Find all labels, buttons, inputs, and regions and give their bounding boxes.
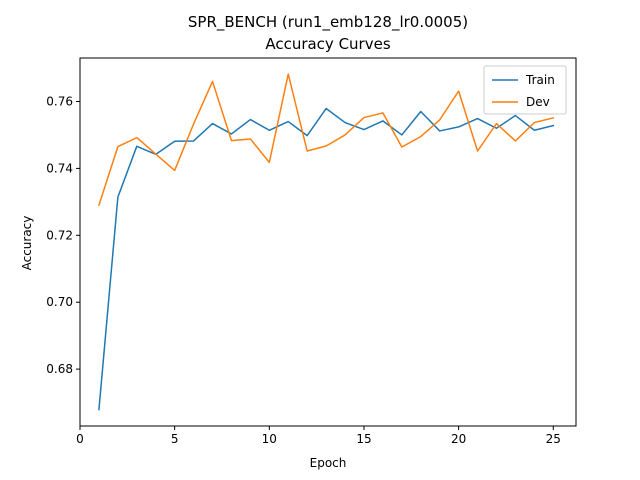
data-point-train: [438, 130, 440, 132]
y-tick-label: 0.76: [46, 94, 73, 108]
data-point-dev: [420, 135, 422, 137]
data-point-dev: [495, 122, 497, 124]
axes: 0 5 10 15 20 25 0.68 0.70 0.72 0.74 0.76: [46, 57, 577, 446]
data-point-dev: [382, 112, 384, 114]
data-point-train: [249, 118, 251, 120]
legend-label-dev: Dev: [526, 95, 550, 109]
data-point-dev: [514, 140, 516, 142]
data-point-train: [552, 124, 554, 126]
x-tick-label: 0: [76, 432, 84, 446]
data-point-train: [514, 114, 516, 116]
data-point-dev: [249, 138, 251, 140]
chart-title: SPR_BENCH (run1_emb128_lr0.0005): [188, 13, 468, 32]
x-tick-label: 15: [356, 432, 371, 446]
data-point-dev: [552, 117, 554, 119]
data-point-dev: [325, 145, 327, 147]
x-tick-label: 20: [451, 432, 466, 446]
data-point-dev: [344, 134, 346, 136]
data-point-train: [211, 122, 213, 124]
axes-frame: [79, 57, 577, 427]
data-point-dev: [401, 146, 403, 148]
data-point-dev: [457, 90, 459, 92]
data-point-train: [98, 408, 100, 410]
data-point-dev: [268, 161, 270, 163]
chart-subtitle: Accuracy Curves: [265, 35, 391, 53]
data-point-train: [363, 128, 365, 130]
data-point-train: [382, 120, 384, 122]
legend: Train Dev: [483, 65, 567, 115]
x-tick-label: 5: [171, 432, 179, 446]
data-point-dev: [155, 153, 157, 155]
x-tick-label: 10: [262, 432, 277, 446]
data-point-train: [230, 133, 232, 135]
data-point-dev: [230, 139, 232, 141]
data-point-train: [476, 117, 478, 119]
data-point-train: [117, 196, 119, 198]
data-point-dev: [533, 121, 535, 123]
data-point-dev: [117, 145, 119, 147]
data-point-dev: [363, 116, 365, 118]
data-point-train: [495, 127, 497, 129]
legend-label-train: Train: [525, 73, 555, 87]
x-tick-label: 25: [546, 432, 561, 446]
data-point-dev: [438, 119, 440, 121]
data-point-train: [268, 129, 270, 131]
data-point-train: [136, 145, 138, 147]
data-point-dev: [98, 204, 100, 206]
data-point-dev: [211, 80, 213, 82]
data-point-dev: [192, 123, 194, 125]
data-point-train: [420, 110, 422, 112]
series-line-dev: [97, 73, 555, 207]
data-point-train: [401, 134, 403, 136]
data-point-dev: [306, 150, 308, 152]
y-tick-label: 0.72: [46, 228, 73, 242]
y-tick-label: 0.70: [46, 295, 73, 309]
plot-area: [97, 73, 555, 411]
data-point-train: [533, 129, 535, 131]
data-point-train: [287, 120, 289, 122]
y-axis-label: Accuracy: [20, 216, 34, 271]
data-point-train: [344, 121, 346, 123]
data-point-dev: [287, 73, 289, 75]
data-point-train: [325, 107, 327, 109]
data-point-dev: [173, 169, 175, 171]
y-tick-label: 0.74: [46, 161, 73, 175]
data-point-train: [457, 126, 459, 128]
data-point-train: [192, 140, 194, 142]
series-line-train: [98, 107, 555, 411]
data-point-dev: [136, 136, 138, 138]
data-point-train: [173, 140, 175, 142]
data-point-dev: [476, 150, 478, 152]
x-axis-label: Epoch: [310, 456, 347, 470]
data-point-train: [306, 134, 308, 136]
y-tick-label: 0.68: [46, 362, 73, 376]
